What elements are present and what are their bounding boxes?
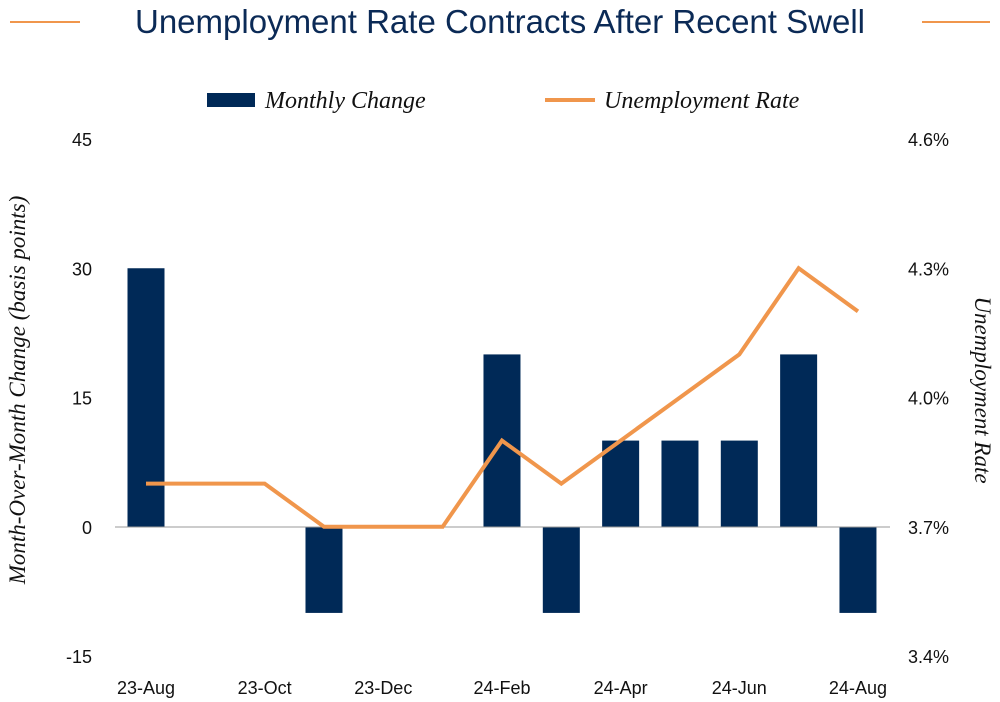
legend-line-label: Unemployment Rate xyxy=(604,88,800,114)
y-right-tick-label: 4.6% xyxy=(908,130,949,150)
monthly-change-bar xyxy=(780,354,818,527)
x-tick-label: 24-Jun xyxy=(712,678,767,698)
x-tick-label: 24-Aug xyxy=(829,678,887,698)
monthly-change-bar xyxy=(839,526,877,613)
y-axis-right-label: Unemployment Rate xyxy=(970,296,995,483)
y-left-tick-label: 30 xyxy=(72,259,92,279)
y-right-tick-label: 3.7% xyxy=(908,518,949,538)
y-left-tick-label: 0 xyxy=(82,518,92,538)
monthly-change-bar xyxy=(602,440,640,527)
x-tick-label: 24-Apr xyxy=(594,678,648,698)
monthly-change-bar xyxy=(127,268,165,527)
chart-title: Unemployment Rate Contracts After Recent… xyxy=(135,3,865,40)
y-axis-left-label: Month-Over-Month Change (basis points) xyxy=(5,196,30,586)
unemployment-rate-line xyxy=(146,265,860,529)
x-tick-label: 24-Feb xyxy=(473,678,530,698)
monthly-change-bar xyxy=(661,440,699,527)
y-left-tick-label: 45 xyxy=(72,130,92,150)
x-tick-label: 23-Oct xyxy=(238,678,292,698)
monthly-change-bar xyxy=(542,526,580,613)
y-left-tick-label: 15 xyxy=(72,389,92,409)
legend-bar-label: Monthly Change xyxy=(264,88,426,114)
x-tick-label: 23-Dec xyxy=(354,678,412,698)
x-tick-label: 23-Aug xyxy=(117,678,175,698)
y-right-tick-label: 3.4% xyxy=(908,647,949,667)
y-right-tick-label: 4.0% xyxy=(908,389,949,409)
monthly-change-bar xyxy=(305,526,343,613)
y-right-tick-label: 4.3% xyxy=(908,259,949,279)
monthly-change-bar xyxy=(720,440,758,527)
y-left-tick-label: -15 xyxy=(66,647,92,667)
legend-bar-swatch xyxy=(207,93,255,107)
